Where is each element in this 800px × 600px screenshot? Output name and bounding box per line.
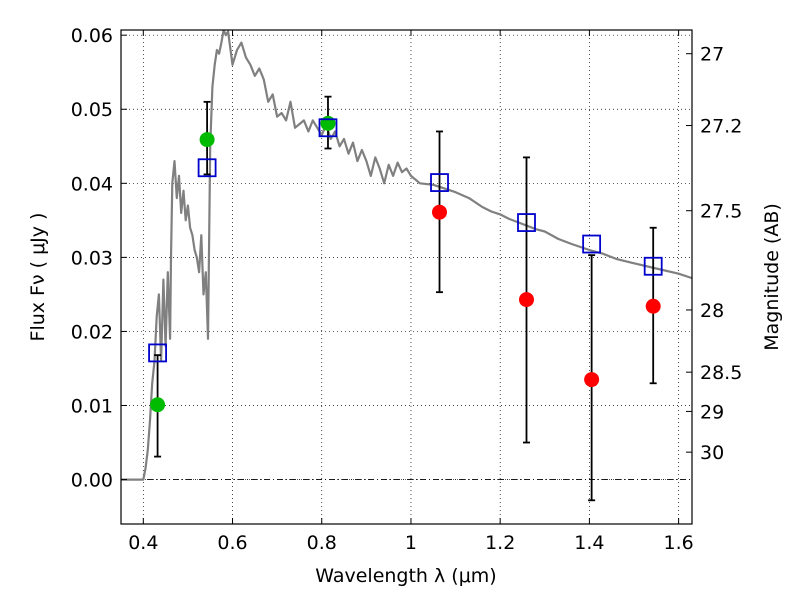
- right-tick-label: 29: [700, 401, 724, 423]
- y-tick-label: 0.04: [71, 173, 113, 195]
- data-point-square: [318, 118, 338, 138]
- right-tick-label: 27.5: [700, 201, 742, 223]
- right-tick-label: 28: [700, 300, 724, 322]
- y-tick-label: 0.01: [71, 395, 113, 417]
- x-tick-label: 0.6: [217, 532, 247, 554]
- plot-area: [121, 30, 692, 502]
- data-point-square: [582, 234, 602, 254]
- axes: 0.4 0.6 0.8 1 1.2 1.4 1.6 0.00 0.01 0.02 0.03 0.04 0…: [71, 25, 743, 554]
- right-axis-label: Magnitude (AB): [761, 203, 783, 351]
- data-point-square: [430, 173, 449, 192]
- y-tick-label: 0.05: [71, 99, 113, 121]
- right-tick-label: 27.2: [700, 116, 742, 138]
- data-point-circle: [645, 298, 661, 314]
- data-point-circle: [150, 397, 166, 413]
- right-tick-label: 30: [700, 442, 724, 464]
- x-tick-label: 1.4: [574, 532, 604, 554]
- right-tick-label: 27: [700, 44, 724, 66]
- y-tick-label: 0.06: [71, 25, 113, 47]
- data-point-square: [148, 343, 167, 363]
- data-point-circle: [584, 372, 600, 388]
- data-point-circle: [518, 292, 534, 308]
- x-tick-label: 1.6: [664, 532, 694, 554]
- model-spectrum-line: [121, 30, 692, 481]
- x-tick-label: 1.2: [485, 532, 515, 554]
- data-point-circle: [199, 132, 215, 148]
- y-tick-label: 0.03: [71, 247, 113, 269]
- right-tick-label: 28.5: [700, 362, 742, 384]
- data-point-circle: [432, 204, 448, 220]
- y-tick-label: 0.02: [71, 321, 113, 343]
- data-point-square: [517, 213, 536, 232]
- data-point-circle: [320, 115, 336, 131]
- x-tick-label: 0.4: [128, 532, 158, 554]
- plot-frame: [120, 29, 693, 525]
- y-tick-label: 0.00: [71, 470, 113, 492]
- x-axis-label: Wavelength λ (μm): [315, 565, 496, 587]
- y-axis-label: Flux Fν ( μJy ): [27, 213, 49, 342]
- data-point-square: [197, 158, 217, 178]
- data-point-square: [643, 256, 663, 276]
- x-tick-label: 1: [405, 532, 417, 554]
- x-tick-label: 0.8: [307, 532, 337, 554]
